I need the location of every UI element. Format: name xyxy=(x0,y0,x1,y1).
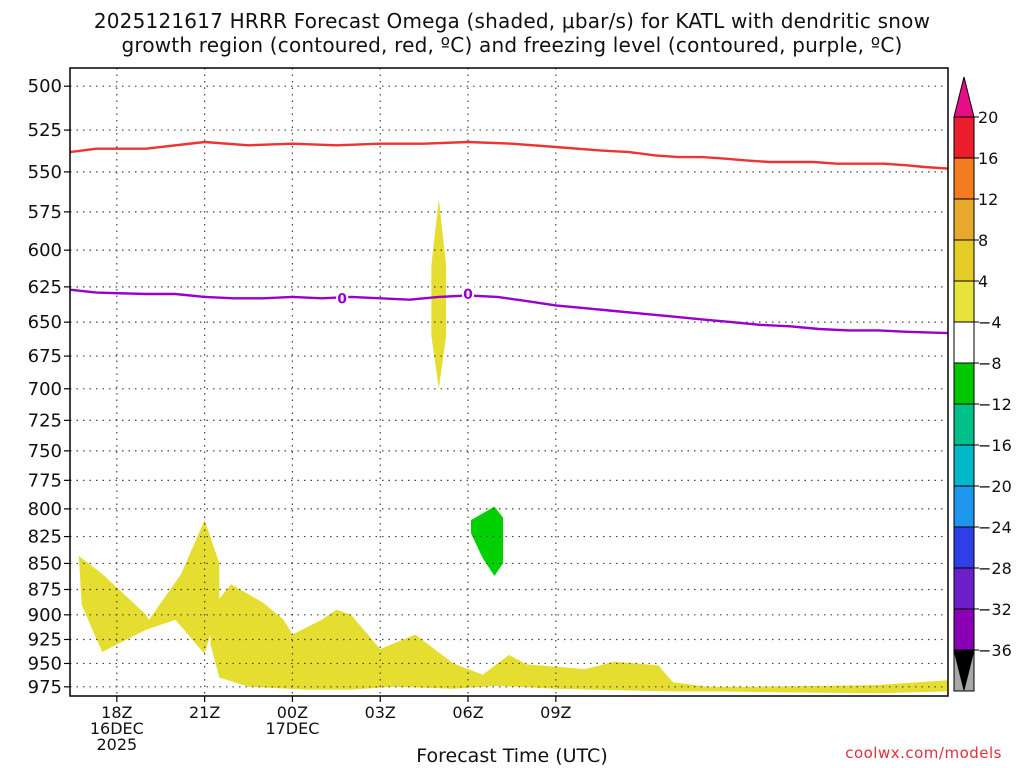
colorbar-box-3 xyxy=(953,239,975,282)
omega-region-1 xyxy=(431,199,447,389)
y-axis: 500 525 550 575 600 625 650 675 700 725 750 775 800 8… xyxy=(28,76,70,698)
contour-label-bg-0 xyxy=(336,290,349,307)
ytick-label-700: 700 xyxy=(28,379,62,400)
colorbar-label-7: −12 xyxy=(978,395,1012,414)
colorbar-box-11 xyxy=(953,567,975,610)
ytick-label-825: 825 xyxy=(28,527,62,548)
xtick-label-2-0: 00Z xyxy=(277,703,308,722)
colorbar-box-2 xyxy=(953,198,975,241)
credit-link[interactable]: coolwx.com/models xyxy=(845,744,1002,762)
colorbar-label-4: 4 xyxy=(978,272,988,291)
omega-region-0 xyxy=(78,520,220,654)
colorbar-label-1: 16 xyxy=(978,149,998,168)
ytick-label-875: 875 xyxy=(28,579,62,600)
ytick-label-750: 750 xyxy=(28,441,62,462)
colorbar-box-5 xyxy=(953,321,975,364)
plot-frame xyxy=(69,67,949,697)
chart-title-line-1: 2025121617 HRRR Forecast Omega (shaded, … xyxy=(93,9,931,33)
xtick-label-3-0: 03Z xyxy=(365,703,396,722)
ytick-label-775: 775 xyxy=(28,470,62,491)
ytick-label-575: 575 xyxy=(28,202,62,223)
colorbar-label-0: 20 xyxy=(978,108,998,127)
omega-shading-layer xyxy=(78,199,948,694)
xtick-label-2-1: 17DEC xyxy=(265,719,319,738)
ytick-label-525: 525 xyxy=(28,120,62,141)
ytick-label-675: 675 xyxy=(28,346,62,367)
colorbar-label-2: 12 xyxy=(978,190,998,209)
colorbar-label-11: −28 xyxy=(978,559,1012,578)
xtick-label-5-0: 09Z xyxy=(540,703,571,722)
contour-label-1: 0 xyxy=(463,287,473,303)
grid-layer xyxy=(70,68,948,696)
colorbar-box-12 xyxy=(953,608,975,651)
ytick-label-975: 975 xyxy=(28,677,62,698)
colorbar-box-1 xyxy=(953,157,975,200)
omega-region-2 xyxy=(210,584,948,694)
colorbar-label-12: −32 xyxy=(978,600,1012,619)
colorbar-label-13: −36 xyxy=(978,641,1012,660)
contour-line-0 xyxy=(70,140,948,170)
ytick-label-850: 850 xyxy=(28,553,62,574)
ytick-label-925: 925 xyxy=(28,629,62,650)
colorbar-box-0 xyxy=(953,116,975,159)
ytick-label-725: 725 xyxy=(28,410,62,431)
ytick-label-625: 625 xyxy=(28,277,62,298)
colorbar: 20 16 12 8 4 −4 −8 −12 −16 −20 −24 −28 −32 −36 xyxy=(953,76,1012,692)
ytick-label-900: 900 xyxy=(28,605,62,626)
colorbar-box-10 xyxy=(953,526,975,569)
colorbar-bottom-arrow xyxy=(953,649,975,691)
ytick-label-650: 650 xyxy=(28,312,62,333)
colorbar-top-arrow xyxy=(953,76,975,118)
colorbar-label-10: −24 xyxy=(978,518,1012,537)
colorbar-label-3: 8 xyxy=(978,231,988,250)
xtick-label-4-0: 06Z xyxy=(452,703,483,722)
colorbar-label-8: −16 xyxy=(978,436,1012,455)
colorbar-box-9 xyxy=(953,485,975,528)
colorbar-label-9: −20 xyxy=(978,477,1012,496)
ytick-label-500: 500 xyxy=(28,76,62,97)
contour-line-1 xyxy=(70,288,948,335)
colorbar-label-5: −4 xyxy=(978,313,1002,332)
ytick-label-600: 600 xyxy=(28,240,62,261)
xtick-label-0-2: 2025 xyxy=(96,735,137,754)
omega-region-3 xyxy=(471,506,504,576)
colorbar-box-8 xyxy=(953,444,975,487)
xtick-label-1-0: 21Z xyxy=(189,703,220,722)
contour-label-bg-1 xyxy=(462,286,475,303)
chart-title-line-2: growth region (contoured, red, ºC) and f… xyxy=(121,33,903,57)
contour-label-0: 0 xyxy=(337,291,347,307)
colorbar-box-4 xyxy=(953,280,975,323)
ytick-label-950: 950 xyxy=(28,653,62,674)
xtick-label-0-1: 16DEC xyxy=(90,719,144,738)
x-axis-label: Forecast Time (UTC) xyxy=(416,745,608,767)
colorbar-label-6: −8 xyxy=(978,354,1002,373)
colorbar-box-7 xyxy=(953,403,975,446)
contour-layer xyxy=(70,140,948,335)
ytick-label-550: 550 xyxy=(28,162,62,183)
colorbar-box-6 xyxy=(953,362,975,405)
xtick-label-0-0: 18Z xyxy=(101,703,132,722)
ytick-label-800: 800 xyxy=(28,499,62,520)
